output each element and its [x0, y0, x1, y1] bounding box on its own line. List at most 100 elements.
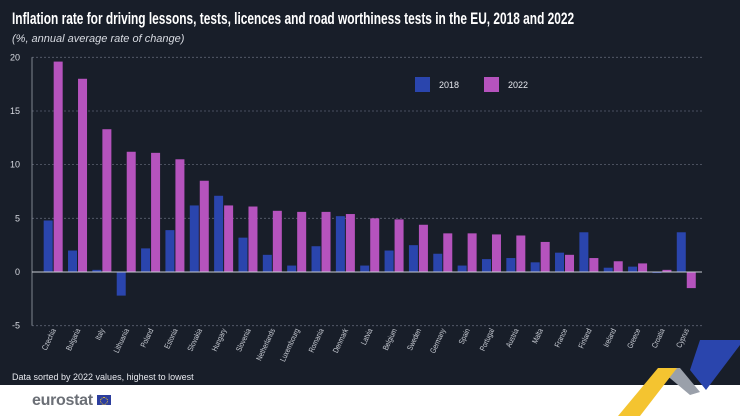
x-tick-label: Luxembourg: [278, 327, 302, 363]
bar-2018-czechia: [43, 220, 53, 272]
bar-2022-romania: [321, 211, 331, 272]
bar-2018-croatia: [652, 272, 662, 274]
bar-2022-germany: [443, 233, 453, 272]
bar-2018-spain: [457, 265, 467, 272]
bar-2018-denmark: [335, 216, 345, 272]
x-tick-label: Portugal: [477, 326, 496, 352]
bar-2022-belgium: [394, 219, 404, 272]
y-tick-label: 10: [10, 160, 20, 170]
x-tick-label: Germany: [428, 326, 448, 354]
bar-2022-italy: [102, 129, 112, 272]
x-tick-label: Netherlands: [254, 326, 278, 362]
x-tick-label: Latvia: [359, 326, 376, 346]
bar-2018-germany: [433, 253, 443, 272]
bar-2022-france: [565, 254, 575, 272]
bar-2018-sweden: [408, 245, 418, 272]
legend-swatch-2018: [415, 77, 430, 92]
bar-2022-croatia: [662, 269, 672, 272]
y-tick-label: 20: [10, 52, 20, 62]
eurostat-logo: eurostat: [32, 392, 93, 409]
x-tick-label: Croatia: [649, 326, 667, 350]
bar-2022-netherlands: [272, 210, 282, 272]
bar-2018-netherlands: [262, 254, 272, 272]
eu-flag-icon: [97, 395, 111, 405]
chart-subtitle: (%, annual average rate of change): [12, 33, 185, 45]
decor-blue-stripe: [690, 340, 740, 390]
x-tick-label: Czechia: [39, 326, 58, 352]
chart-panel: [0, 0, 740, 385]
bar-2022-bulgaria: [78, 78, 88, 273]
x-tick-label: France: [552, 327, 569, 349]
bar-2022-poland: [151, 152, 161, 272]
bar-2018-slovenia: [238, 237, 248, 272]
x-tick-label: Romania: [306, 326, 326, 354]
bar-2022-slovenia: [248, 206, 258, 272]
bar-2018-austria: [506, 258, 516, 272]
x-tick-label: Ireland: [601, 327, 618, 349]
decor-yellow-stripe: [618, 368, 677, 416]
bar-2022-portugal: [491, 234, 501, 272]
bar-2018-poland: [141, 248, 151, 272]
x-tick-label: Slovenia: [234, 326, 254, 353]
chart-title: Inflation rate for driving lessons, test…: [12, 9, 575, 28]
bar-2018-estonia: [165, 230, 175, 272]
bar-2022-finland: [589, 258, 599, 272]
x-tick-label: Greece: [625, 327, 643, 350]
x-tick-label: Sweden: [405, 327, 424, 352]
bar-2022-latvia: [370, 218, 380, 272]
x-tick-label: Austria: [503, 326, 521, 349]
bar-2018-cyprus: [676, 232, 686, 272]
bar-2018-slovakia: [189, 205, 199, 272]
bar-2018-greece: [628, 266, 638, 272]
bar-2018-bulgaria: [68, 250, 78, 272]
y-tick-label: 5: [15, 213, 20, 223]
bar-2022-ireland: [613, 261, 623, 272]
x-tick-label: Hungary: [209, 326, 228, 352]
bar-2022-luxembourg: [297, 211, 307, 272]
legend-swatch-2022: [484, 77, 499, 92]
bar-2022-greece: [638, 263, 648, 272]
bar-2018-italy: [92, 269, 102, 272]
bar-2022-spain: [467, 233, 477, 272]
bar-2022-austria: [516, 235, 526, 272]
x-tick-label: Denmark: [330, 326, 350, 354]
bar-2018-malta: [530, 262, 540, 272]
bar-2022-estonia: [175, 159, 185, 272]
bar-2022-czechia: [53, 61, 63, 273]
x-tick-label: Bulgaria: [64, 326, 83, 352]
bar-2018-belgium: [384, 250, 394, 272]
x-tick-label: Poland: [138, 327, 155, 349]
bar-2022-hungary: [224, 205, 234, 272]
x-tick-label: Italy: [93, 326, 107, 341]
bar-2018-hungary: [214, 195, 224, 272]
x-tick-label: Cyprus: [674, 326, 692, 349]
bar-2022-slovakia: [199, 180, 209, 272]
legend-label-2018: 2018: [439, 80, 459, 90]
x-tick-label: Finland: [576, 327, 594, 350]
x-tick-label: Lithuania: [111, 326, 131, 354]
y-tick-label: -5: [12, 321, 20, 331]
x-tick-label: Estonia: [162, 326, 180, 350]
bar-2018-luxembourg: [287, 265, 297, 272]
bar-2018-latvia: [360, 265, 370, 272]
bar-2022-sweden: [418, 224, 428, 272]
bar-2018-lithuania: [116, 272, 126, 296]
bar-2018-finland: [579, 232, 589, 272]
bar-2018-romania: [311, 246, 321, 272]
bar-2018-portugal: [481, 259, 491, 272]
y-tick-label: 15: [10, 106, 20, 116]
y-tick-label: 0: [15, 267, 20, 277]
bar-2022-denmark: [345, 214, 355, 272]
x-tick-label: Belgium: [380, 327, 399, 352]
bar-2022-cyprus: [686, 272, 696, 289]
bar-2018-france: [555, 252, 565, 272]
x-tick-label: Slovakia: [185, 326, 205, 353]
x-tick-label: Spain: [456, 327, 472, 346]
eurostat-decoration: [618, 340, 740, 416]
bar-2018-ireland: [603, 267, 613, 272]
bar-2022-lithuania: [126, 151, 136, 272]
x-tick-label: Malta: [530, 326, 546, 345]
footnote: Data sorted by 2022 values, highest to l…: [12, 372, 194, 382]
legend-label-2022: 2022: [508, 80, 528, 90]
